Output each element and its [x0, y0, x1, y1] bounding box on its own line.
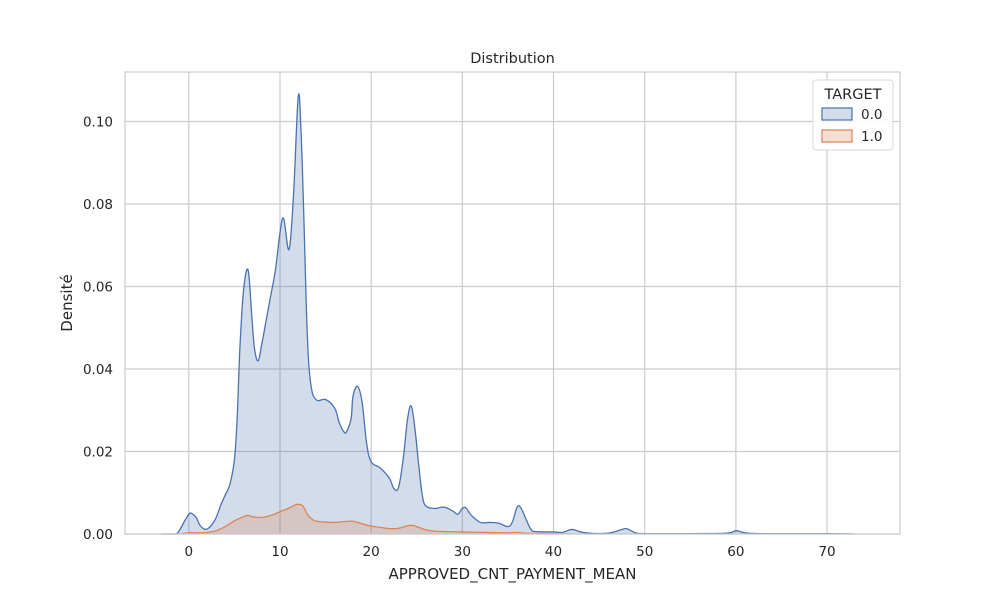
x-tick-label: 50 — [636, 544, 653, 560]
grid-lines — [125, 72, 900, 535]
density-line-series-0 — [161, 93, 855, 535]
x-tick-label: 30 — [454, 544, 471, 560]
x-axis-title: APPROVED_CNT_PAYMENT_MEAN — [388, 565, 636, 584]
x-tick-label: 0 — [185, 544, 194, 560]
legend-label: 0.0 — [861, 107, 882, 123]
y-tick-label: 0.00 — [83, 527, 113, 543]
density-areas — [161, 93, 855, 535]
legend-swatch — [821, 129, 853, 143]
legend-title: TARGET — [824, 87, 882, 103]
y-tick-labels: 0.00 0.02 0.04 0.06 0.08 0.10 — [83, 115, 113, 544]
x-tick-label: 70 — [818, 544, 835, 560]
y-tick-label: 0.04 — [83, 362, 113, 378]
legend-label: 1.0 — [861, 129, 882, 145]
legend-items: 0.01.0 — [821, 107, 882, 145]
x-tick-label: 20 — [363, 544, 380, 560]
y-axis-title: Densité — [58, 274, 76, 331]
plot-frame — [124, 71, 901, 535]
legend-swatch — [821, 107, 853, 121]
density-fill-series-1 — [179, 504, 572, 534]
y-tick-label: 0.10 — [83, 115, 113, 131]
x-tick-labels: 0 10 20 30 40 50 60 70 — [185, 544, 836, 560]
legend: TARGET 0.01.0 — [812, 79, 894, 151]
density-line-series-1 — [179, 503, 572, 535]
legend-box — [812, 79, 894, 151]
y-tick-label: 0.06 — [83, 280, 113, 296]
x-tick-label: 10 — [271, 544, 288, 560]
chart-title: Distribution — [470, 51, 555, 67]
y-tick-label: 0.08 — [83, 197, 113, 213]
y-tick-label: 0.02 — [83, 445, 113, 461]
x-tick-label: 40 — [545, 544, 562, 560]
density-fill-series-0 — [161, 93, 855, 534]
x-tick-label: 60 — [727, 544, 744, 560]
